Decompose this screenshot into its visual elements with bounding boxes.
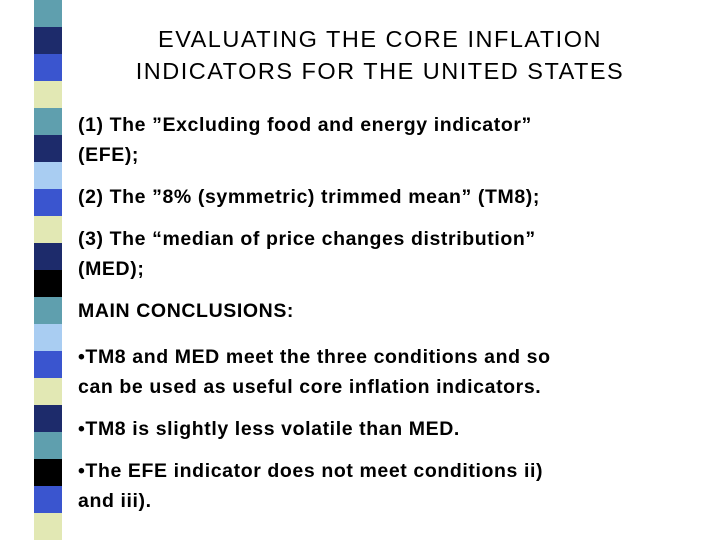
conclusion-text: and iii). (78, 490, 152, 512)
conclusions-heading: MAIN CONCLUSIONS: (78, 300, 295, 322)
indicator-text: (MED); (78, 258, 145, 280)
conclusion-text: •TM8 and MED meet the three conditions a… (78, 346, 551, 368)
indicator-text: (EFE); (78, 144, 140, 166)
indicator-text: (2) The ”8% (symmetric) trimmed mean” (T… (78, 186, 540, 208)
indicator-text: (3) The “median of price changes distrib… (78, 228, 536, 250)
decor-strip (34, 0, 62, 540)
slide-title: EVALUATING THE CORE INFLATION (158, 26, 602, 52)
conclusion-text: can be used as useful core inflation ind… (78, 376, 542, 398)
slide-title: INDICATORS FOR THE UNITED STATES (135, 58, 625, 84)
conclusion-text: •TM8 is slightly less volatile than MED. (78, 418, 460, 440)
conclusion-text: •The EFE indicator does not meet conditi… (78, 460, 544, 482)
indicator-text: (1) The ”Excluding food and energy indic… (78, 114, 532, 136)
